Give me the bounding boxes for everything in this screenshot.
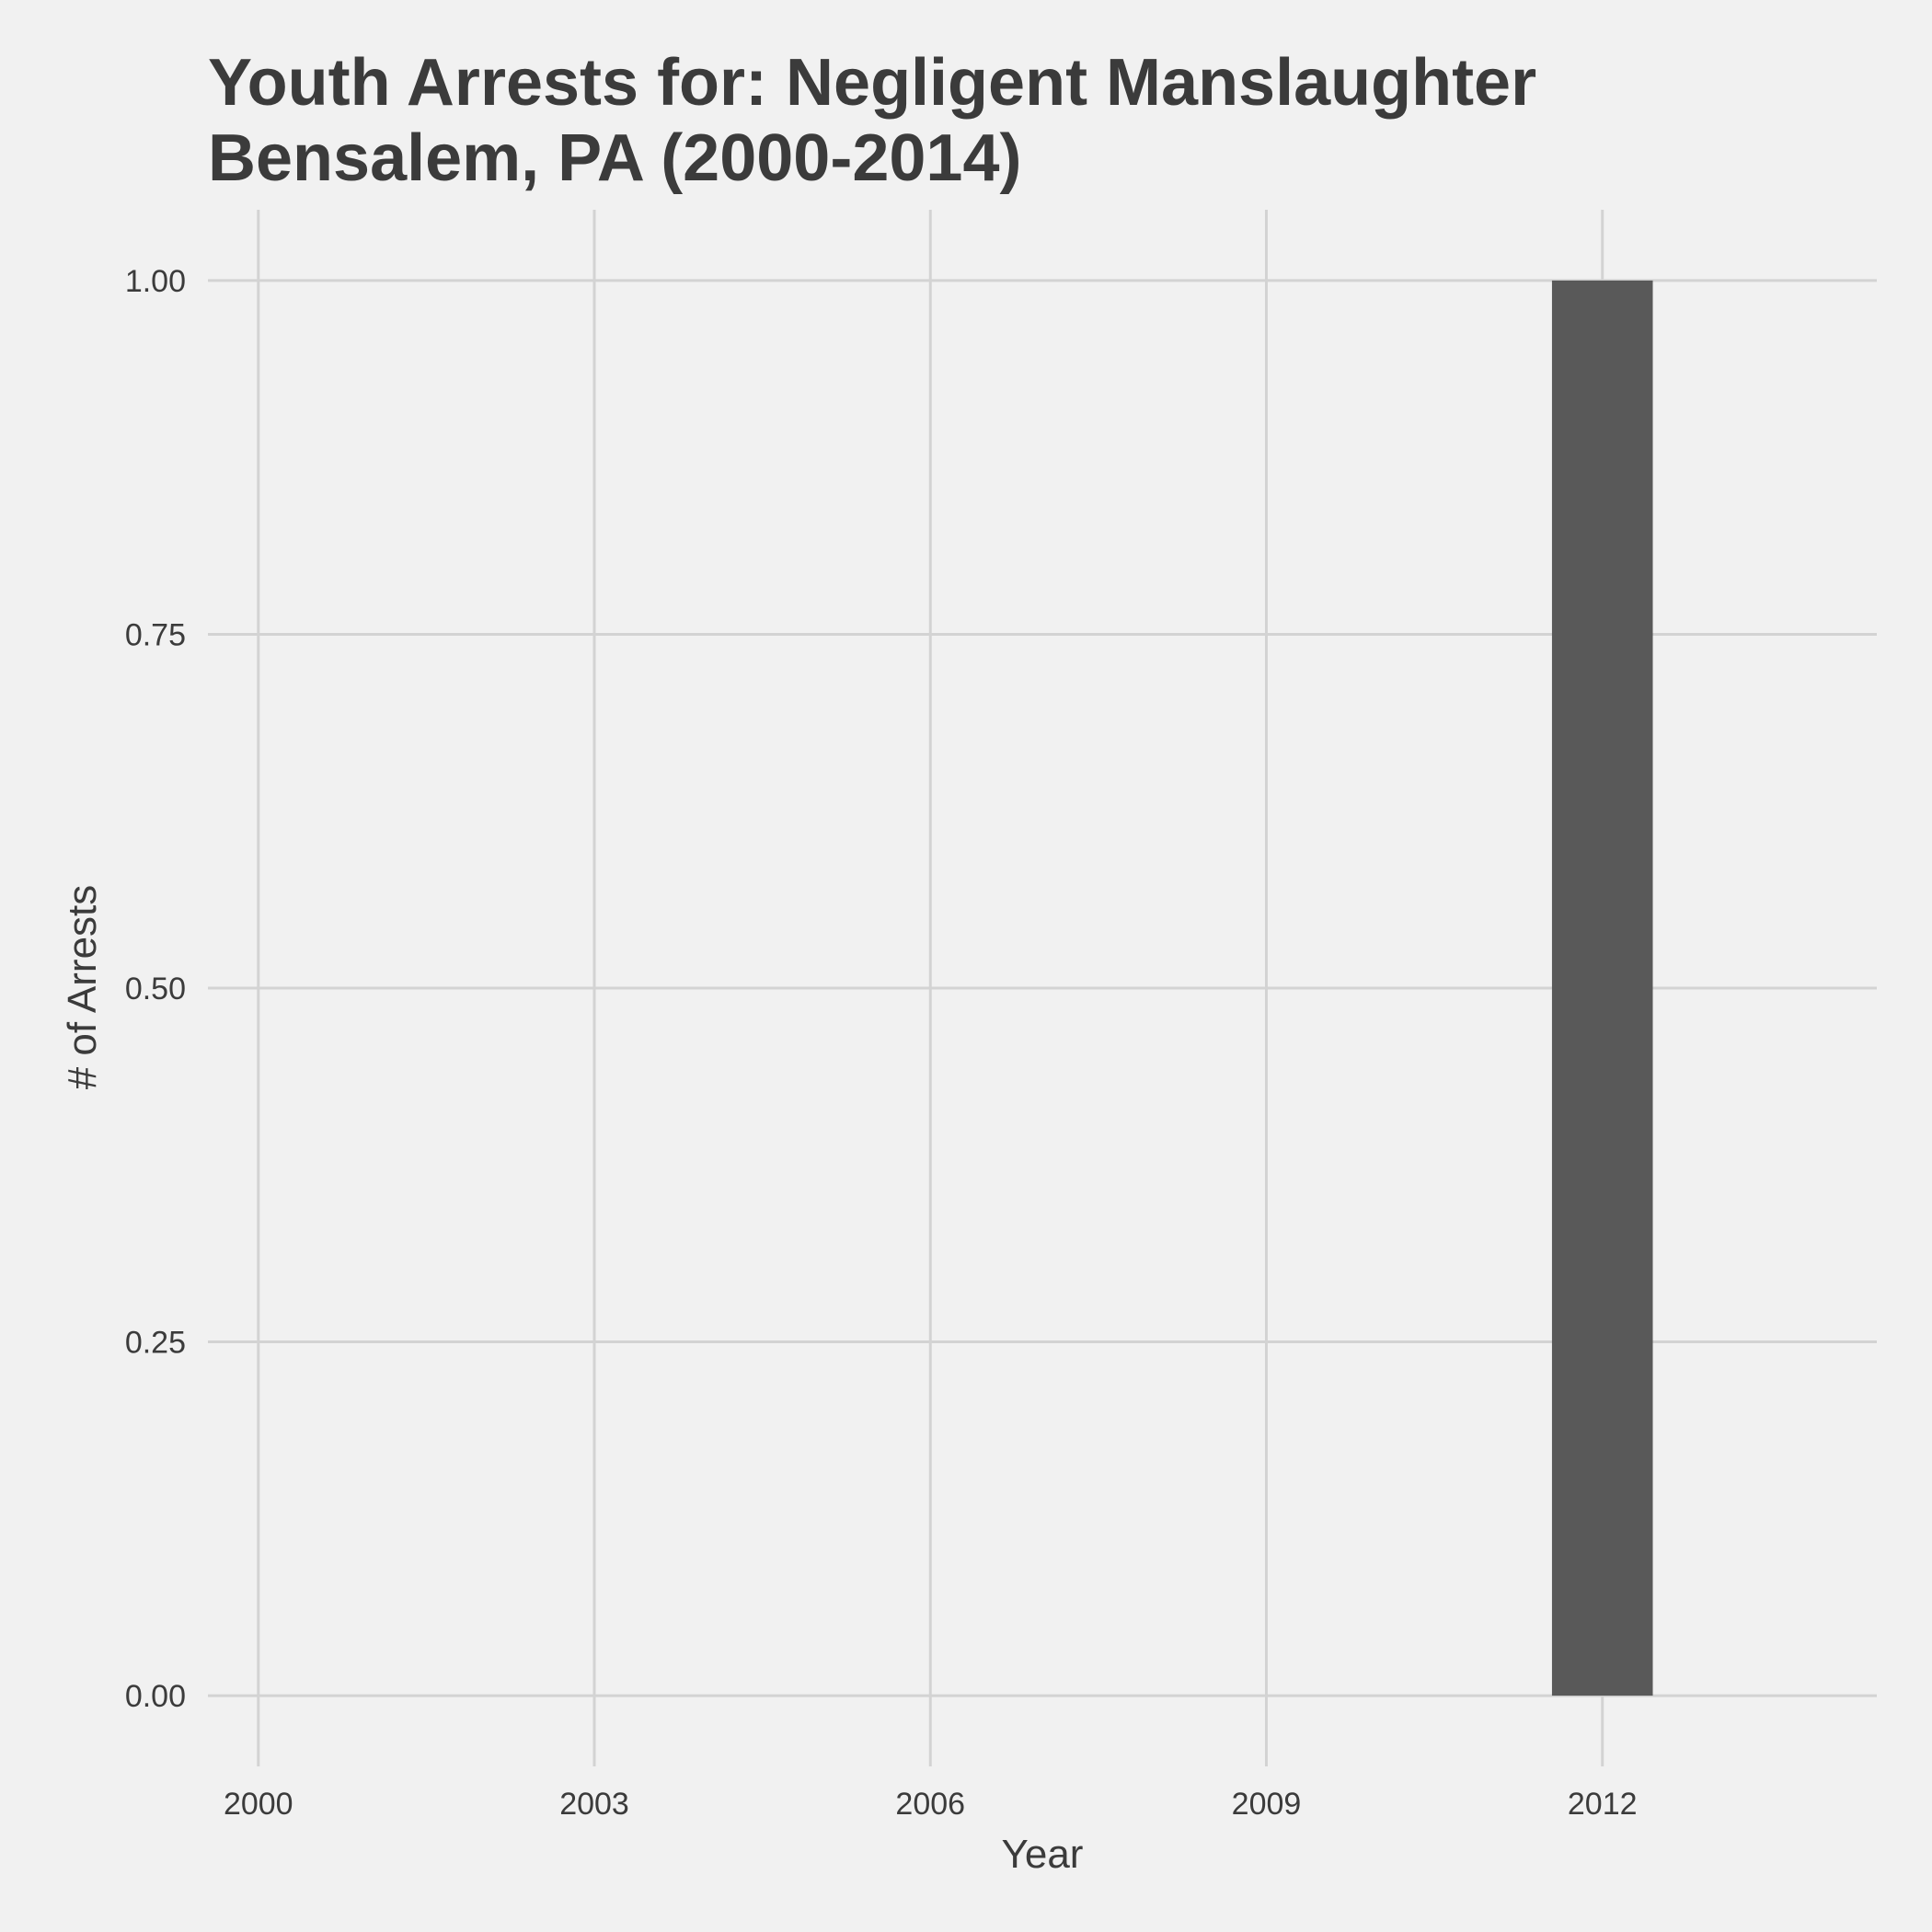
x-tick-label: 2003: [559, 1787, 629, 1822]
chart-title-line-1: Youth Arrests for: Negligent Manslaughte…: [208, 46, 1537, 120]
x-tick-label: 2000: [224, 1787, 293, 1822]
y-tick-label: 0.00: [125, 1679, 186, 1714]
x-tick-label: 2012: [1568, 1787, 1638, 1822]
x-tick-label: 2006: [895, 1787, 965, 1822]
y-tick-label: 0.75: [125, 617, 186, 652]
y-tick-labels: 0.00 0.25 0.50 0.75 1.00: [125, 264, 186, 1714]
x-tick-label: 2009: [1232, 1787, 1302, 1822]
y-tick-label: 0.50: [125, 972, 186, 1006]
chart-title-line-2: Bensalem, PA (2000-2014): [208, 121, 1022, 195]
x-tick-labels: 2000 2003 2006 2009 2012: [224, 1787, 1638, 1822]
y-tick-label: 1.00: [125, 264, 186, 299]
bars: [1551, 280, 1653, 1696]
bar-2012: [1551, 280, 1653, 1696]
y-tick-label: 0.25: [125, 1326, 186, 1361]
y-axis-title: # of Arrests: [60, 885, 105, 1090]
x-axis-title: Year: [1002, 1832, 1084, 1877]
